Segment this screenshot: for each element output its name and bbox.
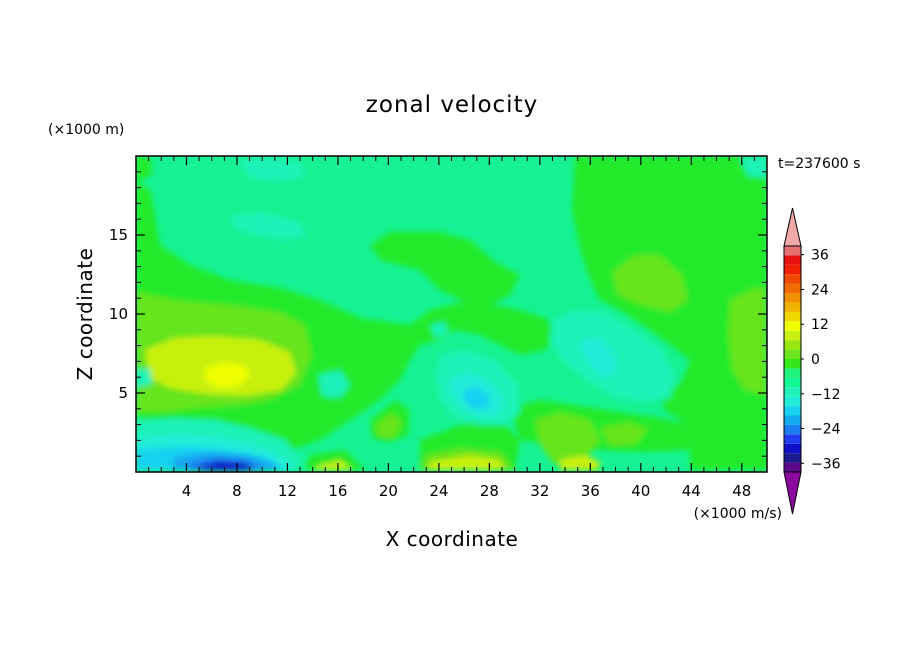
contour-region (136, 156, 152, 182)
y-axis-label: Z coordinate (73, 248, 97, 381)
colorbar-swatch (784, 387, 801, 397)
colorbar-swatch (784, 330, 801, 341)
colorbar-extend-low (783, 471, 802, 515)
colorbar-swatch (784, 415, 801, 425)
contour-region (136, 368, 152, 388)
colorbar-label: −36 (811, 456, 841, 472)
time-label: t=237600 s (778, 156, 860, 172)
colorbar-swatch (784, 359, 801, 369)
x-tick-label: 12 (278, 482, 297, 500)
contour-region (535, 412, 600, 465)
colorbar-extend-high (783, 207, 802, 247)
colorbar-label: −12 (811, 387, 841, 403)
contour-region (740, 156, 767, 178)
colorbar-label: 0 (811, 352, 820, 368)
contour-region (572, 156, 767, 470)
contour-region (315, 460, 352, 470)
colorbar-label: −24 (811, 422, 841, 438)
colorbar-swatch (784, 377, 801, 388)
colorbar-swatch (784, 443, 801, 454)
colorbar-swatch (784, 264, 801, 275)
contour-region (375, 412, 402, 438)
y-tick-label: 5 (118, 384, 128, 402)
x-tick-label: 36 (581, 482, 600, 500)
colorbar-swatch (784, 453, 801, 463)
colorbar-swatch (784, 406, 801, 416)
colorbar-swatch (784, 302, 801, 312)
contour-region (580, 338, 618, 378)
contour-region (600, 422, 648, 446)
x-tick-label: 44 (682, 482, 701, 500)
y-tick-label: 10 (109, 305, 128, 323)
colorbar-swatch (784, 396, 801, 407)
x-tick-label: 48 (732, 482, 751, 500)
x-tick-label: 8 (232, 482, 242, 500)
x-unit-label: (×1000 m/s) (694, 506, 782, 522)
colorbar-swatch (784, 434, 801, 444)
x-tick-label: 24 (429, 482, 448, 500)
x-tick-label: 20 (379, 482, 398, 500)
x-axis: 4 8 12 16 20 24 28 32 36 40 44 48 (148, 156, 755, 500)
colorbar-swatch (784, 311, 801, 322)
contour-region (428, 455, 505, 470)
contour-region (305, 450, 365, 470)
colorbar-label: 36 (811, 248, 829, 264)
contour-region (205, 362, 250, 388)
colorbar-swatch (784, 274, 801, 284)
colorbar-swatch (784, 340, 801, 350)
x-tick-label: 32 (530, 482, 549, 500)
y-tick-label: 15 (109, 226, 128, 244)
colorbar-swatch (784, 462, 801, 472)
contour-region (462, 386, 490, 410)
chart-title: zonal velocity (366, 92, 538, 118)
colorbar-swatch (784, 349, 801, 359)
contour-region (612, 255, 688, 312)
colorbar-swatch (784, 424, 801, 435)
contour-field (136, 156, 767, 472)
colorbar: 36 24 12 0 −12 −24 −36 (783, 207, 841, 515)
x-axis-label: X coordinate (386, 527, 519, 551)
contour-region (198, 461, 255, 470)
colorbar-swatch (784, 293, 801, 303)
colorbar-swatch (784, 246, 801, 256)
contour-region (430, 322, 448, 338)
y-axis: 5 10 15 (109, 171, 767, 457)
contour-region (232, 212, 305, 240)
contour-region (728, 288, 767, 395)
colorbar-label: 24 (811, 282, 829, 298)
contour-layers (136, 156, 767, 470)
x-tick-label: 28 (480, 482, 499, 500)
x-tick-label: 40 (631, 482, 650, 500)
colorbar-swatch (784, 283, 801, 294)
colorbar-swatch (784, 368, 801, 378)
colorbar-swatch (784, 321, 801, 331)
contour-region (238, 157, 305, 182)
colorbar-swatch (784, 255, 801, 265)
y-unit-label: (×1000 m) (48, 122, 124, 138)
x-tick-label: 4 (182, 482, 192, 500)
x-tick-label: 16 (328, 482, 347, 500)
contour-region (370, 232, 520, 305)
contour-region (318, 370, 350, 398)
colorbar-label: 12 (811, 317, 829, 333)
